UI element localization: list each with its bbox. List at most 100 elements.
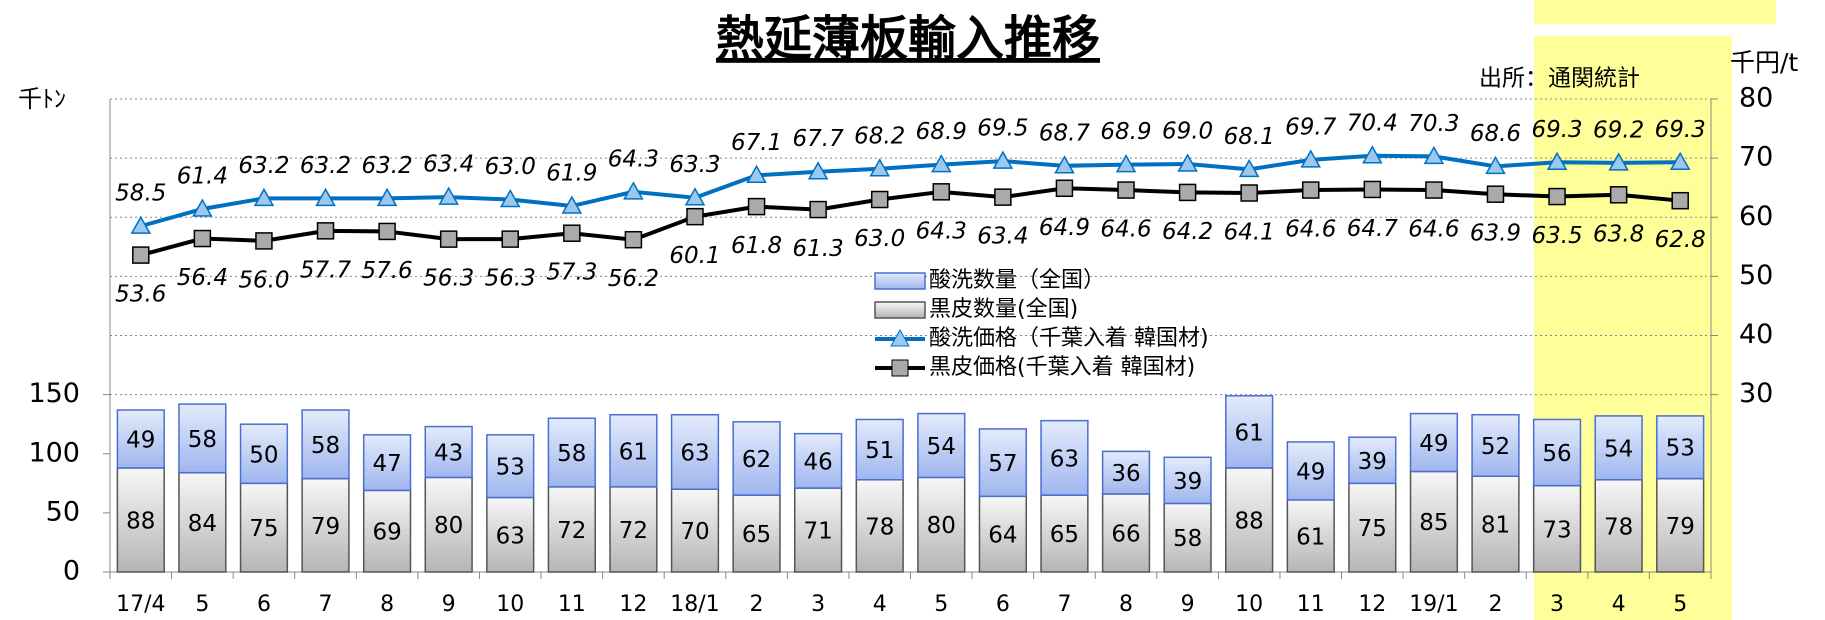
value-label: 61.4 xyxy=(177,163,228,189)
chart-title: 熱延薄板輸入推移 xyxy=(716,11,1100,67)
x-tick-label: 8 xyxy=(380,592,394,617)
bar xyxy=(1286,441,1335,501)
bar-label: 72 xyxy=(557,518,586,544)
x-tick-label: 10 xyxy=(496,592,524,617)
y-tick-label: 0 xyxy=(63,556,80,587)
bar-label: 58 xyxy=(311,433,340,459)
line xyxy=(140,153,1681,229)
bar xyxy=(1348,436,1397,485)
value-label: 68.1 xyxy=(1224,124,1275,150)
bar-label: 69 xyxy=(372,520,401,546)
marker xyxy=(192,198,213,217)
value-label: 56.3 xyxy=(423,266,474,292)
bar xyxy=(1163,502,1212,573)
value-label: 67.7 xyxy=(793,126,845,152)
marker xyxy=(193,229,212,248)
bar-label: 47 xyxy=(372,451,401,477)
x-tick-label: 18/1 xyxy=(670,592,719,617)
marker xyxy=(869,158,890,177)
value-label: 53.6 xyxy=(115,282,166,308)
x-tick-label: 11 xyxy=(1297,592,1325,617)
bar-label: 43 xyxy=(434,440,463,466)
marker xyxy=(501,230,519,248)
bar-label: 39 xyxy=(1173,469,1202,495)
value-label: 63.8 xyxy=(1593,221,1644,247)
value-label: 69.3 xyxy=(1655,117,1706,143)
marker xyxy=(1423,145,1445,165)
bar xyxy=(1409,412,1459,473)
value-label: 64.1 xyxy=(1224,220,1275,246)
bar-label: 73 xyxy=(1542,517,1571,543)
marker xyxy=(1669,151,1691,171)
bar xyxy=(1656,415,1705,480)
value-label: 68.9 xyxy=(1100,119,1151,145)
legend-label: 酸洗価格（千葉入着 韓国材) xyxy=(929,326,1209,351)
marker xyxy=(499,188,521,208)
bar xyxy=(1409,470,1459,573)
bar xyxy=(1040,494,1089,573)
marker xyxy=(1548,187,1566,206)
marker xyxy=(1425,181,1443,199)
bar xyxy=(1471,413,1520,477)
marker xyxy=(1363,180,1382,199)
value-label: 56.3 xyxy=(485,266,536,292)
value-label: 56.2 xyxy=(608,266,659,292)
bar-label: 53 xyxy=(496,455,525,481)
bar xyxy=(855,418,904,481)
value-label: 63.2 xyxy=(238,153,289,179)
y-tick-label: 100 xyxy=(28,437,80,468)
x-tick-label: 7 xyxy=(319,592,333,617)
marker xyxy=(686,207,704,226)
bar xyxy=(547,417,596,488)
bar xyxy=(670,413,720,490)
bar xyxy=(1348,482,1397,573)
marker xyxy=(1055,179,1074,198)
value-label: 63.9 xyxy=(1470,221,1521,247)
line xyxy=(140,186,1681,258)
value-label: 64.3 xyxy=(608,146,659,172)
value-label: 68.6 xyxy=(1470,121,1521,147)
bar-label: 52 xyxy=(1481,434,1510,460)
marker xyxy=(563,224,581,242)
value-label: 64.6 xyxy=(1100,217,1151,243)
x-tick-label: 6 xyxy=(257,592,271,617)
bar xyxy=(1532,484,1582,573)
x-tick-label: 11 xyxy=(558,592,586,617)
legend-swatch xyxy=(874,272,926,290)
legend-marker xyxy=(890,328,910,347)
bar xyxy=(978,428,1028,498)
marker xyxy=(439,230,458,248)
bar xyxy=(486,434,535,499)
marker xyxy=(1486,185,1505,203)
marker xyxy=(378,222,396,241)
x-tick-label: 5 xyxy=(1673,592,1687,617)
bar-label: 58 xyxy=(188,427,217,453)
value-label: 63.5 xyxy=(1531,223,1582,249)
bar-label: 50 xyxy=(249,442,278,468)
value-label: 64.6 xyxy=(1285,217,1336,243)
bar xyxy=(917,476,966,573)
bar xyxy=(116,467,165,573)
bar-label: 54 xyxy=(927,434,956,460)
marker xyxy=(438,186,459,205)
bar xyxy=(424,476,473,573)
marker xyxy=(1117,181,1135,199)
bar-label: 78 xyxy=(865,514,894,540)
value-label: 69.5 xyxy=(977,116,1028,142)
x-tick-label: 3 xyxy=(811,592,825,617)
x-tick-label: 5 xyxy=(195,592,209,617)
bar xyxy=(917,412,966,479)
marker xyxy=(1609,186,1628,204)
value-label: 70.4 xyxy=(1347,110,1398,136)
bar xyxy=(1225,395,1274,469)
marker xyxy=(1054,155,1075,174)
marker xyxy=(1177,153,1198,172)
bar xyxy=(362,489,412,573)
x-tick-label: 6 xyxy=(996,592,1010,617)
marker xyxy=(253,187,275,207)
x-tick-label: 9 xyxy=(1181,592,1195,617)
x-tick-label: 4 xyxy=(873,592,887,617)
value-label: 67.1 xyxy=(731,130,782,156)
value-label: 61.9 xyxy=(546,161,597,187)
bar-label: 80 xyxy=(927,513,956,539)
